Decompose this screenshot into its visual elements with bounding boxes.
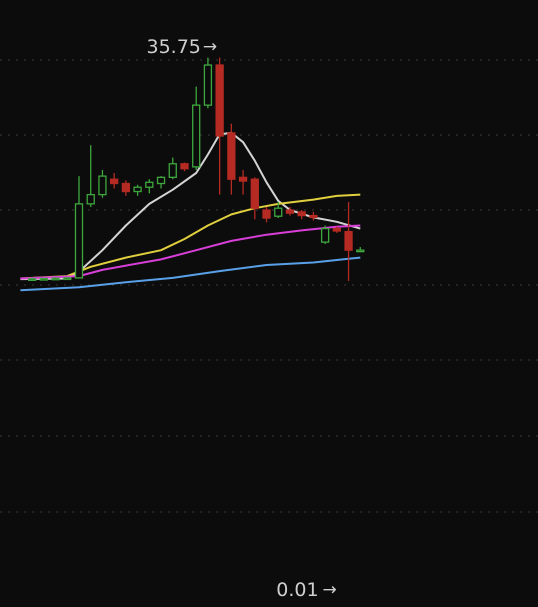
candle-down (297, 210, 306, 220)
candle-up (274, 202, 283, 219)
candle-up (133, 184, 142, 196)
candle-body (86, 193, 95, 205)
candle-up (98, 169, 107, 198)
candle-up (168, 157, 177, 180)
candle-body (39, 277, 48, 281)
high-arrow-icon: → (203, 37, 217, 57)
candle-up (74, 176, 84, 279)
ma-line-yellow (20, 193, 361, 280)
candle-down (250, 177, 259, 220)
candle-up (86, 145, 95, 207)
candle-body (180, 163, 189, 170)
candle-body (215, 64, 224, 137)
candle-body (344, 230, 353, 251)
ma-line-magenta (20, 224, 361, 280)
candle-down (215, 57, 224, 195)
candle-body (309, 214, 318, 219)
candle-down (180, 162, 189, 172)
candle-body (74, 203, 84, 279)
candle-body (320, 227, 330, 243)
candle-down (344, 202, 353, 281)
low-arrow-icon: → (323, 580, 337, 600)
candle-up (192, 86, 201, 170)
candle-body (227, 132, 236, 180)
ma-line-blue (20, 256, 361, 292)
candle-up (356, 247, 365, 253)
candle-body (203, 64, 213, 106)
low-price-label: 0.01 (276, 579, 318, 601)
candle-down (309, 211, 318, 221)
candle-body (262, 209, 271, 219)
candle-body (192, 104, 201, 168)
candle-body (297, 211, 306, 217)
moving-average-layer (20, 131, 361, 292)
candle-up (145, 179, 154, 194)
candle-body (238, 176, 248, 182)
candle-body (285, 209, 295, 214)
candle-down (227, 123, 236, 195)
candle-down (238, 169, 248, 195)
candle-body (250, 178, 259, 209)
annotation-layer: 35.75 → 0.01 → (147, 36, 337, 601)
candle-body (274, 207, 283, 217)
candle-down (332, 226, 341, 233)
candle-layer (27, 57, 365, 281)
candle-body (356, 249, 365, 253)
candle-body (98, 175, 107, 196)
candle-body (121, 182, 131, 193)
ma-line-white (20, 131, 361, 281)
candle-body (110, 178, 119, 185)
candle-body (168, 163, 177, 178)
candle-down (121, 180, 131, 196)
candle-up (39, 277, 48, 281)
candle-body (145, 181, 154, 188)
candle-up (27, 277, 37, 281)
candle-down (285, 206, 295, 216)
candle-down (110, 173, 119, 189)
candle-up (156, 176, 166, 189)
candle-up (320, 225, 330, 244)
candle-body (156, 176, 166, 185)
candle-up (63, 277, 72, 281)
candle-body (332, 227, 341, 232)
candle-body (51, 277, 60, 281)
candle-body (27, 278, 37, 281)
candle-up (203, 57, 213, 109)
high-price-label: 35.75 (147, 36, 201, 58)
candle-down (262, 206, 271, 223)
grid-layer (0, 59, 538, 513)
candle-up (51, 277, 60, 281)
candle-body (133, 186, 142, 193)
candle-body (63, 277, 72, 281)
